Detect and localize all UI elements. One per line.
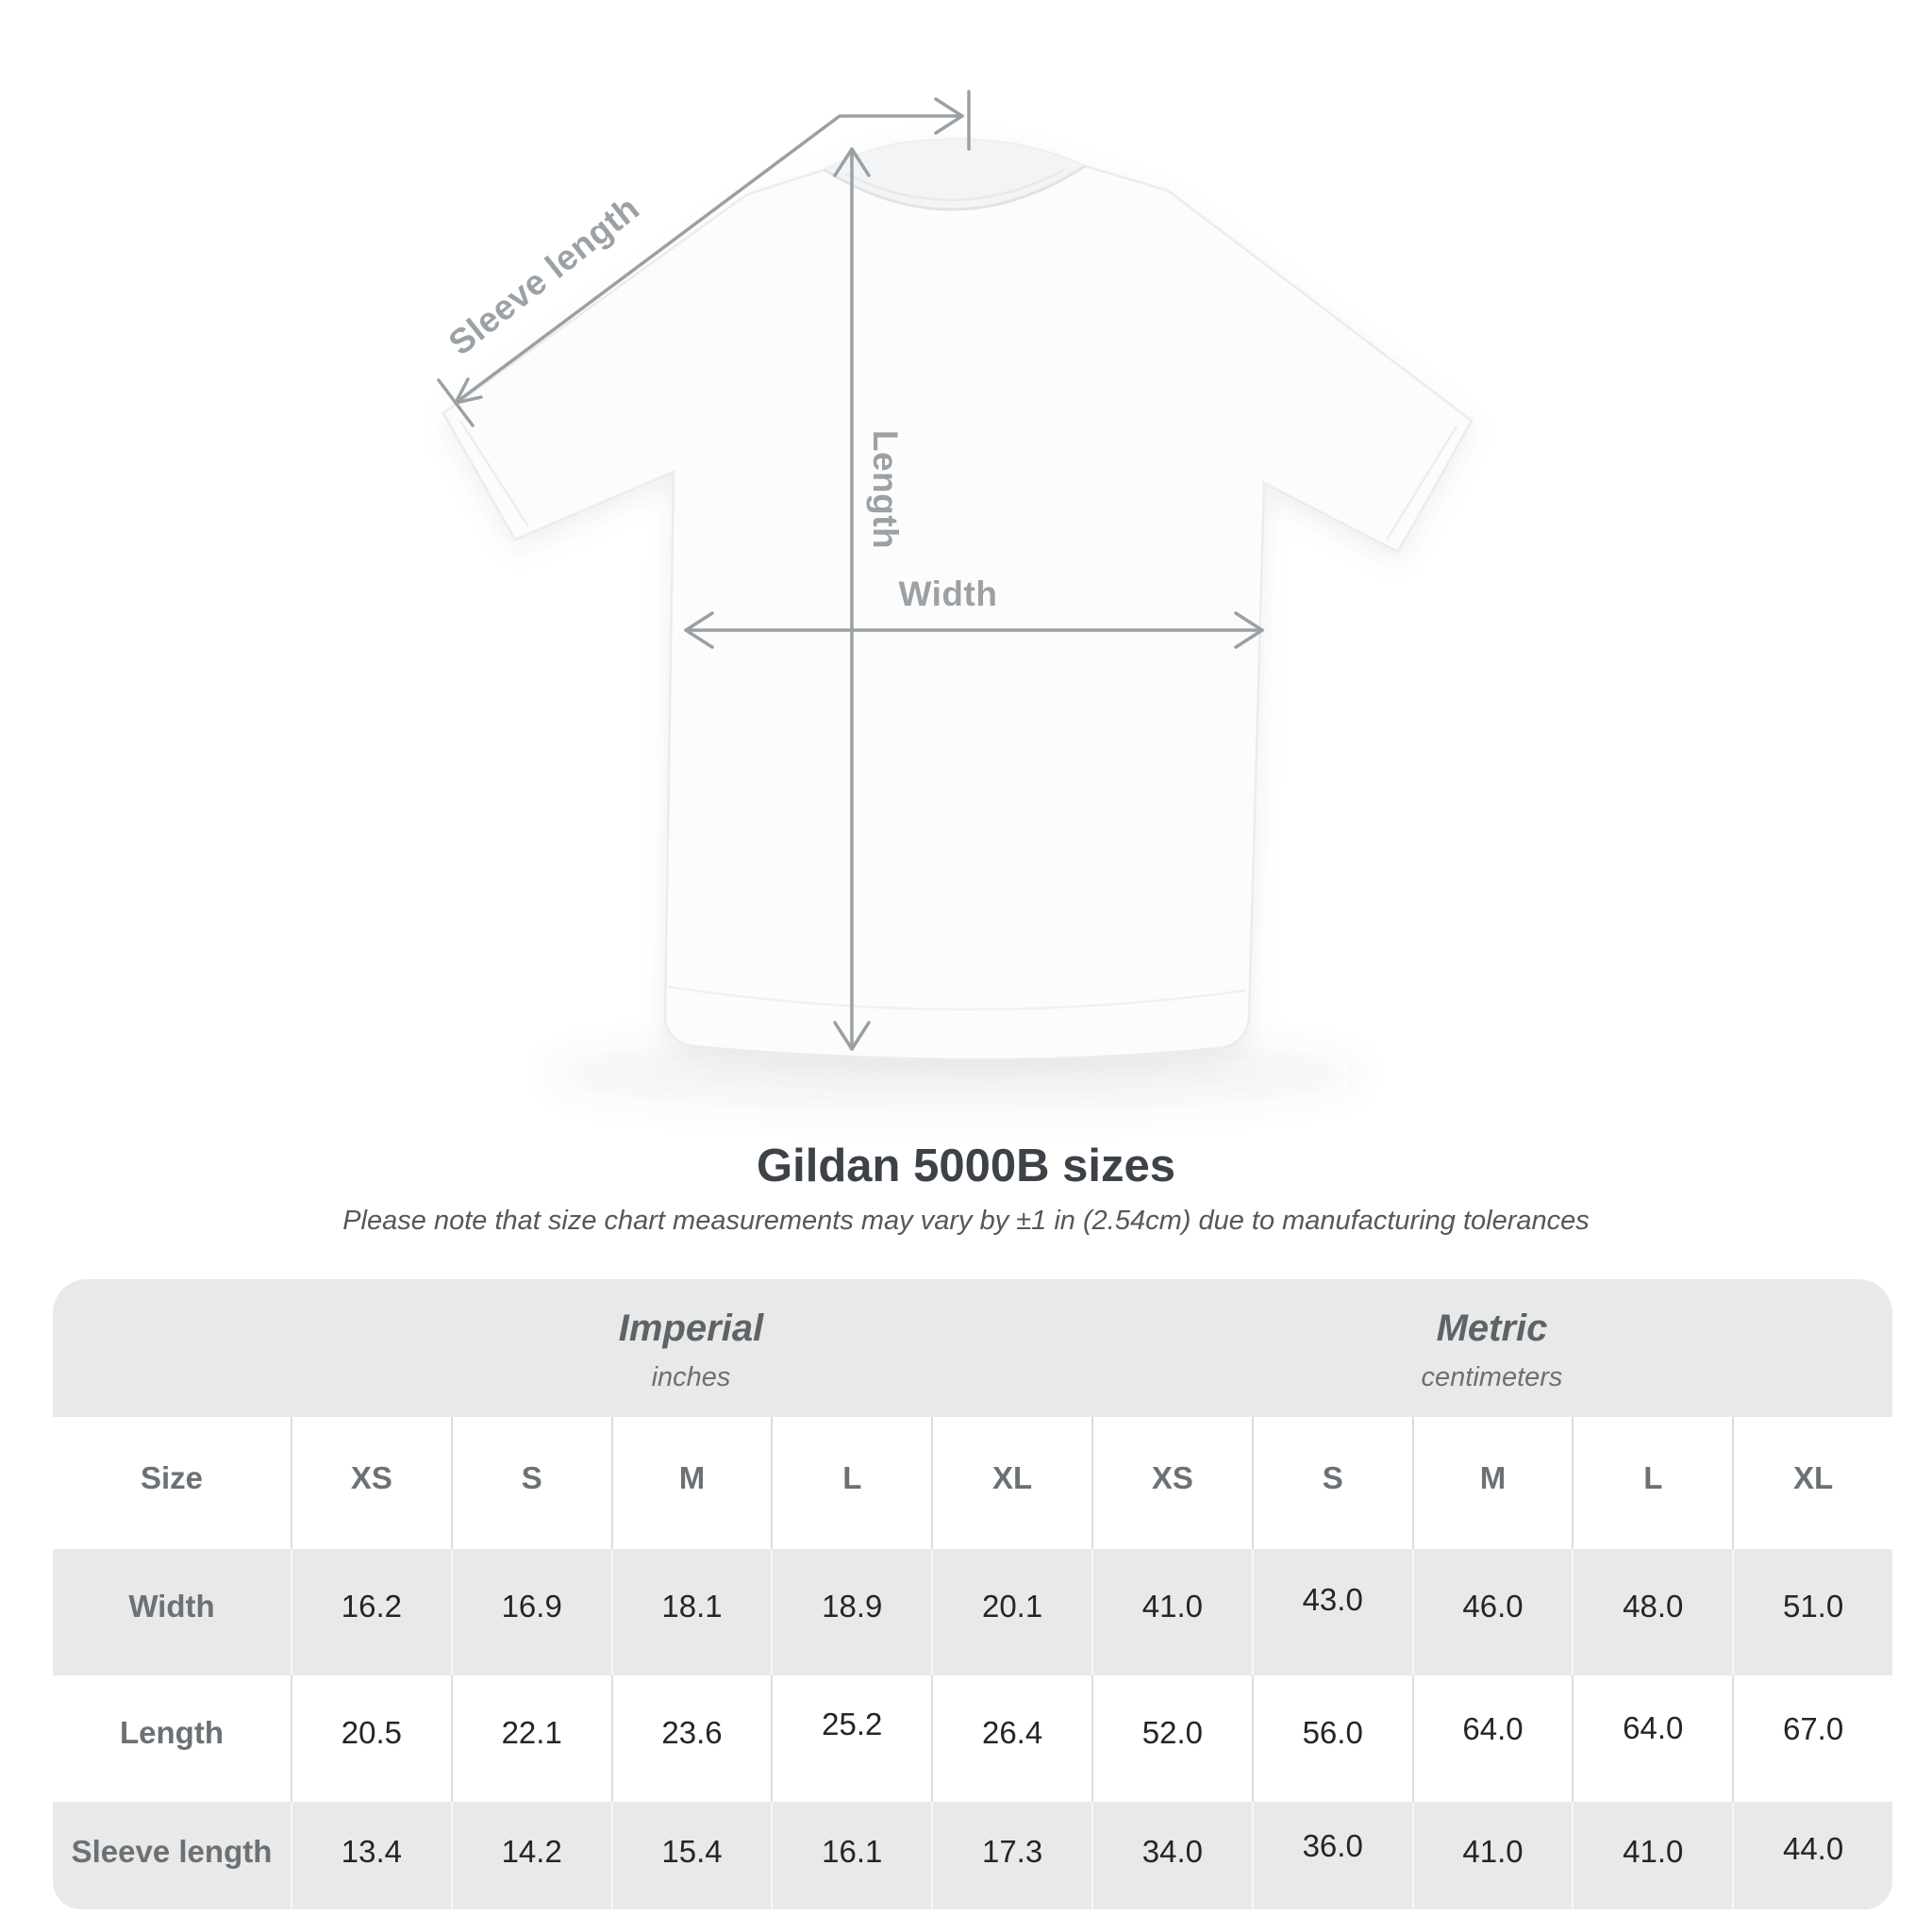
value-cell: 64.0 bbox=[1411, 1675, 1573, 1802]
left-sleeve-hem-stitch bbox=[458, 420, 530, 527]
imperial-unit: inches bbox=[651, 1362, 731, 1392]
width-label: Width bbox=[898, 575, 998, 613]
value-cell: 34.0 bbox=[1091, 1802, 1252, 1909]
size-header-imperial-xl: XL bbox=[931, 1417, 1091, 1549]
size-header-imperial-l: L bbox=[771, 1417, 931, 1549]
size-header-imperial-xs: XS bbox=[291, 1417, 451, 1549]
size-chart-table: Imperial inches Metric centimeters Size … bbox=[53, 1279, 1892, 1909]
value-cell: 43.0 bbox=[1251, 1549, 1412, 1675]
sleeve-length-arrow bbox=[437, 90, 971, 427]
value-cell: 41.0 bbox=[1091, 1549, 1252, 1675]
value-cell: 44.0 bbox=[1732, 1802, 1892, 1909]
value-cell: 14.2 bbox=[450, 1802, 611, 1909]
size-header-metric-l: L bbox=[1572, 1417, 1732, 1549]
value-cell: 52.0 bbox=[1091, 1675, 1252, 1802]
page-title: Gildan 5000B sizes bbox=[757, 1141, 1175, 1191]
value-cell: 41.0 bbox=[1411, 1802, 1573, 1909]
size-header-metric-xl: XL bbox=[1732, 1417, 1892, 1549]
value-cell: 16.9 bbox=[450, 1549, 611, 1675]
value-cell: 22.1 bbox=[450, 1675, 611, 1802]
value-cell: 67.0 bbox=[1732, 1675, 1892, 1802]
table-row-width: Width 16.2 16.9 18.1 18.9 20.1 41.0 43.0… bbox=[53, 1549, 1892, 1675]
imperial-label: Imperial bbox=[618, 1307, 764, 1349]
collar-inner-seam bbox=[844, 168, 1065, 202]
value-cell: 17.3 bbox=[931, 1802, 1091, 1909]
value-cell: 18.9 bbox=[771, 1549, 931, 1675]
value-cell: 18.1 bbox=[610, 1549, 772, 1675]
value-cell: 64.0 bbox=[1572, 1675, 1732, 1802]
value-cell: 56.0 bbox=[1251, 1675, 1412, 1802]
value-cell: 41.0 bbox=[1572, 1802, 1732, 1909]
sleeve-end-tick bbox=[437, 378, 475, 427]
size-header-row: Size XS S M L XL XS S M L XL bbox=[53, 1417, 1892, 1549]
value-cell: 36.0 bbox=[1251, 1802, 1412, 1909]
unit-group-metric: Metric centimeters bbox=[1091, 1279, 1892, 1417]
row-label: Width bbox=[128, 1589, 215, 1624]
tshirt-measurement-diagram: Sleeve length Length Width bbox=[437, 90, 1474, 1109]
width-arrow bbox=[684, 611, 1264, 649]
value-cell: 23.6 bbox=[610, 1675, 772, 1802]
unit-band-spacer bbox=[53, 1279, 291, 1417]
bottom-hem-stitch bbox=[667, 985, 1246, 1011]
table-row-sleeve-length: Sleeve length 13.4 14.2 15.4 16.1 17.3 3… bbox=[53, 1802, 1892, 1909]
size-header-metric-m: M bbox=[1411, 1417, 1573, 1549]
value-cell: 26.4 bbox=[931, 1675, 1091, 1802]
right-sleeve-hem-stitch bbox=[1385, 425, 1458, 541]
size-header-metric-s: S bbox=[1251, 1417, 1412, 1549]
tshirt-diagram-canvas bbox=[437, 90, 1474, 1109]
collar-outer-seam bbox=[824, 164, 1086, 211]
value-cell: 15.4 bbox=[610, 1802, 772, 1909]
size-header-metric-xs: XS bbox=[1091, 1417, 1252, 1549]
tshirt-shadow bbox=[549, 1038, 1360, 1109]
unit-group-band: Imperial inches Metric centimeters bbox=[53, 1279, 1892, 1417]
size-column-header: Size bbox=[140, 1460, 204, 1495]
size-header-imperial-s: S bbox=[450, 1417, 611, 1549]
row-label: Length bbox=[120, 1715, 224, 1750]
value-cell: 25.2 bbox=[771, 1675, 931, 1802]
value-cell: 13.4 bbox=[291, 1802, 451, 1909]
table-row-length: Length 20.5 22.1 23.6 25.2 26.4 52.0 56.… bbox=[53, 1675, 1892, 1802]
value-cell: 51.0 bbox=[1732, 1549, 1892, 1675]
tolerance-note: Please note that size chart measurements… bbox=[342, 1206, 1590, 1236]
value-cell: 48.0 bbox=[1572, 1549, 1732, 1675]
value-cell: 20.5 bbox=[291, 1675, 451, 1802]
length-label: Length bbox=[866, 429, 905, 550]
size-header-imperial-m: M bbox=[610, 1417, 772, 1549]
value-cell: 46.0 bbox=[1411, 1549, 1573, 1675]
row-label: Sleeve length bbox=[71, 1834, 273, 1869]
metric-unit: centimeters bbox=[1421, 1362, 1563, 1392]
length-arrow bbox=[833, 147, 871, 1051]
value-cell: 20.1 bbox=[931, 1549, 1091, 1675]
unit-group-imperial: Imperial inches bbox=[291, 1279, 1091, 1417]
value-cell: 16.2 bbox=[291, 1549, 451, 1675]
metric-label: Metric bbox=[1436, 1307, 1548, 1349]
value-cell: 16.1 bbox=[771, 1802, 931, 1909]
